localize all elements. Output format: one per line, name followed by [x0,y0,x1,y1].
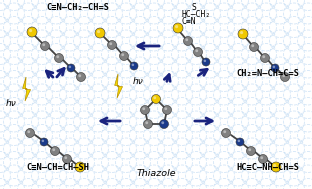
Circle shape [260,156,263,159]
Circle shape [222,129,231,138]
Circle shape [26,129,35,138]
Circle shape [261,53,270,63]
Circle shape [271,162,281,172]
Text: CH₂=N–CH=C=S: CH₂=N–CH=C=S [236,69,300,78]
Circle shape [273,164,276,167]
Circle shape [41,140,44,142]
Circle shape [51,146,60,156]
Circle shape [259,154,267,163]
Circle shape [62,154,71,163]
Circle shape [40,138,48,146]
Circle shape [42,43,45,46]
Circle shape [140,105,149,115]
Circle shape [77,164,80,167]
Circle shape [142,107,145,110]
Circle shape [161,121,164,124]
Text: HC–CH₂: HC–CH₂ [182,10,211,19]
Circle shape [195,49,198,52]
Circle shape [175,25,178,28]
Circle shape [153,96,156,99]
Text: C≡N–CH=CH–SH: C≡N–CH=CH–SH [27,163,90,172]
Circle shape [95,28,105,38]
Circle shape [132,64,134,66]
Circle shape [97,30,100,33]
Circle shape [144,119,153,129]
Text: C≡N–CH₂–CH=S: C≡N–CH₂–CH=S [46,3,110,12]
Circle shape [246,146,256,156]
Circle shape [282,74,285,77]
Circle shape [152,94,160,104]
Circle shape [223,130,226,133]
Circle shape [78,74,81,77]
Circle shape [27,130,30,133]
Circle shape [108,40,116,50]
Circle shape [238,140,240,142]
Text: C≡N: C≡N [181,17,196,26]
Circle shape [271,64,279,72]
Circle shape [55,53,64,63]
Circle shape [163,105,172,115]
Text: Thiazole: Thiazole [136,169,176,178]
Circle shape [183,36,193,46]
Circle shape [185,38,188,41]
Text: hν: hν [6,99,17,108]
Text: HC≡C–NH–CH=S: HC≡C–NH–CH=S [236,163,300,172]
Circle shape [273,66,275,68]
Circle shape [41,42,50,50]
Circle shape [238,29,248,39]
Circle shape [76,73,85,81]
Circle shape [145,121,148,124]
Circle shape [69,66,71,68]
Circle shape [173,23,183,33]
Circle shape [251,44,254,47]
Circle shape [280,73,290,81]
Circle shape [67,64,75,72]
Circle shape [64,156,67,159]
Circle shape [202,58,210,66]
Circle shape [109,42,112,45]
Circle shape [75,162,85,172]
Circle shape [193,47,202,57]
Circle shape [56,55,59,58]
Circle shape [240,31,243,34]
Text: S: S [192,3,197,12]
Circle shape [27,27,37,37]
Circle shape [52,148,55,151]
Polygon shape [115,74,123,98]
Circle shape [121,53,124,56]
Circle shape [236,138,244,146]
Circle shape [204,60,206,62]
Polygon shape [23,77,31,101]
Circle shape [119,51,129,60]
Circle shape [164,107,167,110]
Circle shape [29,29,32,32]
Circle shape [248,148,251,151]
Text: hν: hν [133,77,144,86]
Circle shape [130,62,138,70]
Circle shape [262,55,265,58]
Circle shape [250,43,259,51]
Circle shape [159,119,168,129]
